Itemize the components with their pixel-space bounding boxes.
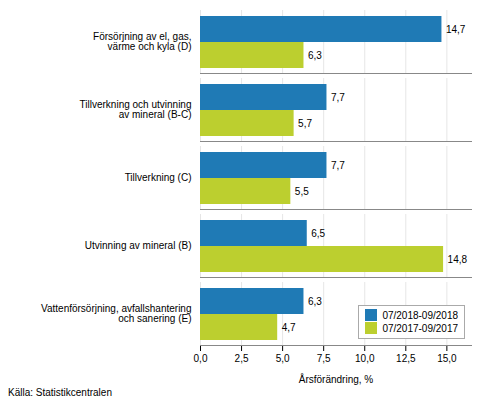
svg-text:0,0: 0,0 [194, 353, 208, 364]
svg-text:5,0: 5,0 [276, 353, 290, 364]
html-text:07/2018-09/2018: 07/2018-09/2018 [382, 309, 458, 321]
svg-text:Vattenförsörjning, avfallshant: Vattenförsörjning, avfallshanteringoch s… [41, 303, 191, 324]
html-text:07/2017-09/2017: 07/2017-09/2017 [382, 322, 458, 334]
svg-text:6,5: 6,5 [311, 228, 325, 239]
svg-text:5,5: 5,5 [295, 186, 309, 197]
svg-text:Tillverkning (C): Tillverkning (C) [125, 172, 192, 183]
svg-text:12,5: 12,5 [396, 353, 416, 364]
svg-text:6,3: 6,3 [308, 296, 322, 307]
svg-text:2,5: 2,5 [235, 353, 249, 364]
svg-text:7,7: 7,7 [331, 92, 345, 103]
svg-text:7,7: 7,7 [331, 160, 345, 171]
svg-text:14,7: 14,7 [446, 24, 466, 35]
svg-text:6,3: 6,3 [308, 50, 322, 61]
svg-text:15,0: 15,0 [437, 353, 457, 364]
svg-text:Årsförändring, %: Årsförändring, % [299, 373, 374, 385]
svg-text:10,0: 10,0 [355, 353, 375, 364]
svg-text:14,8: 14,8 [448, 254, 468, 265]
svg-text:Tillverkning och utvinningav m: Tillverkning och utvinningav mineral (B-… [80, 99, 192, 120]
html-text:Källa: Statistikcentralen: Källa: Statistikcentralen [8, 387, 112, 398]
svg-text:4,7: 4,7 [282, 322, 296, 333]
svg-text:5,7: 5,7 [298, 118, 312, 129]
svg-text:7,5: 7,5 [317, 353, 331, 364]
svg-text:Försörjning av el, gas,värme o: Försörjning av el, gas,värme och kyla (D… [93, 31, 191, 52]
svg-text:Utvinning av mineral (B): Utvinning av mineral (B) [85, 240, 192, 251]
